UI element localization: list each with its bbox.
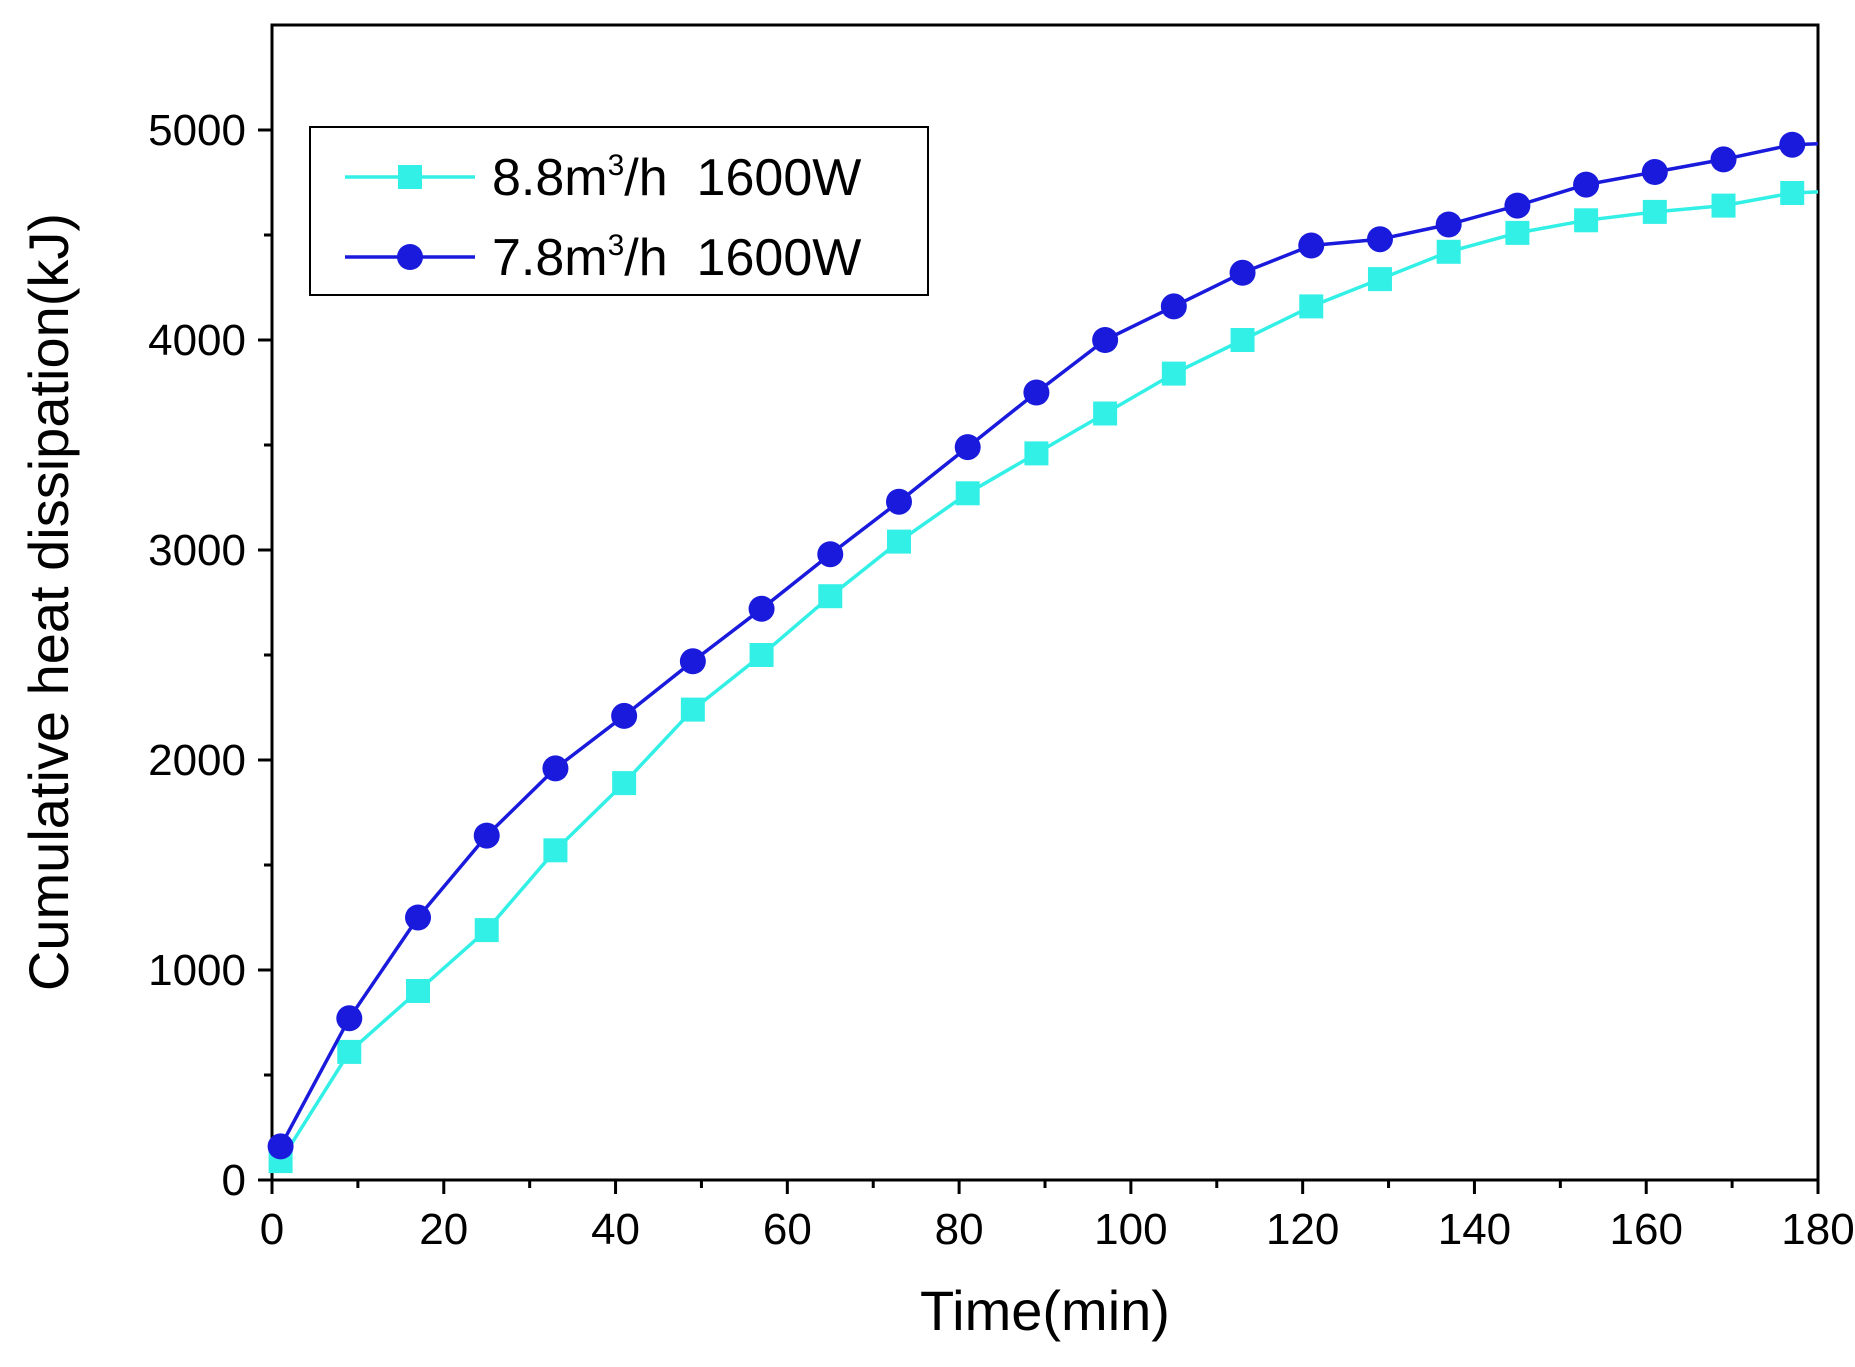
- x-tick-label: 40: [591, 1205, 640, 1254]
- x-tick-label: 80: [935, 1205, 984, 1254]
- data-point: [954, 434, 981, 461]
- data-point: [543, 838, 568, 863]
- legend-entry-2: 7.8m3/h 1600W: [345, 229, 861, 287]
- series-layer: [267, 131, 1819, 1174]
- axis-tick-labels: 0 20 40 60 80 100 120 140 160 180 0 1000 2000 3000 400…: [148, 106, 1855, 1254]
- y-axis-title: Cumulative heat dissipation(kJ): [17, 213, 80, 991]
- data-point: [748, 595, 775, 622]
- y-tick-label: 2000: [148, 736, 246, 785]
- legend-label-main: 8.8m: [492, 149, 608, 207]
- data-point: [1229, 259, 1256, 286]
- legend-label: 8.8m3/h 1600W: [492, 149, 861, 207]
- data-point: [1160, 293, 1187, 320]
- data-point: [885, 488, 912, 515]
- data-point: [336, 1005, 363, 1032]
- data-point: [1780, 181, 1805, 205]
- y-tick-label: 4000: [148, 316, 246, 365]
- data-point: [1641, 159, 1668, 185]
- x-tick-label: 0: [260, 1205, 284, 1254]
- x-tick-label: 160: [1610, 1205, 1683, 1254]
- data-point: [1161, 361, 1186, 386]
- data-point: [749, 643, 774, 667]
- legend-label-superscript: 3: [608, 149, 625, 182]
- x-tick-label: 180: [1781, 1205, 1854, 1254]
- data-point: [1023, 379, 1050, 406]
- x-tick-label: 60: [763, 1205, 812, 1254]
- legend-label: 7.8m3/h 1600W: [492, 229, 861, 287]
- data-point: [1093, 401, 1118, 426]
- data-point: [817, 541, 844, 568]
- legend-label-suffix: /h 1600W: [624, 229, 861, 287]
- data-point: [1298, 232, 1325, 259]
- data-point: [1574, 208, 1599, 233]
- data-point: [818, 584, 843, 609]
- data-point: [1711, 193, 1736, 218]
- legend-marker: [397, 244, 423, 270]
- data-point: [611, 702, 638, 729]
- legend-entry-1: 8.8m3/h 1600W: [345, 149, 861, 207]
- data-point: [1436, 239, 1461, 264]
- data-point: [1230, 328, 1255, 352]
- x-tick-label: 140: [1438, 1205, 1511, 1254]
- y-tick-label: 3000: [148, 526, 246, 575]
- data-point: [542, 755, 569, 782]
- series-2: [267, 131, 1819, 1160]
- x-tick-label: 100: [1094, 1205, 1167, 1254]
- data-point: [1642, 199, 1667, 224]
- x-tick-label: 120: [1266, 1205, 1339, 1254]
- data-point: [1366, 226, 1393, 253]
- legend-label-suffix: /h 1600W: [624, 149, 861, 207]
- data-point: [1710, 146, 1737, 173]
- data-point: [680, 697, 705, 722]
- data-point: [337, 1039, 362, 1064]
- data-point: [955, 481, 980, 506]
- data-point: [679, 648, 706, 675]
- y-tick-label: 5000: [148, 106, 246, 155]
- series-1: [268, 181, 1819, 1174]
- y-tick-label: 0: [222, 1156, 246, 1205]
- data-point: [1299, 294, 1324, 319]
- data-point: [405, 904, 432, 931]
- legend-marker: [398, 165, 422, 189]
- data-point: [1435, 211, 1462, 238]
- data-point: [1092, 327, 1119, 353]
- legend-label-superscript: 3: [608, 229, 625, 262]
- legend-label-main: 7.8m: [492, 229, 608, 287]
- data-point: [886, 529, 911, 554]
- axis-ticks: [258, 128, 1820, 1194]
- data-point: [473, 822, 500, 849]
- data-point: [1504, 192, 1531, 219]
- data-point: [267, 1133, 294, 1160]
- data-point: [1024, 441, 1049, 466]
- y-tick-label: 1000: [148, 946, 246, 995]
- data-point: [406, 979, 431, 1003]
- data-point: [1573, 171, 1600, 198]
- series-line: [279, 190, 1819, 1163]
- x-tick-label: 20: [419, 1205, 468, 1254]
- data-point: [1505, 220, 1530, 245]
- data-point: [1779, 131, 1806, 158]
- x-axis-title: Time(min): [920, 1279, 1170, 1342]
- data-point: [1367, 267, 1392, 292]
- data-point: [612, 771, 637, 796]
- data-point: [474, 918, 499, 943]
